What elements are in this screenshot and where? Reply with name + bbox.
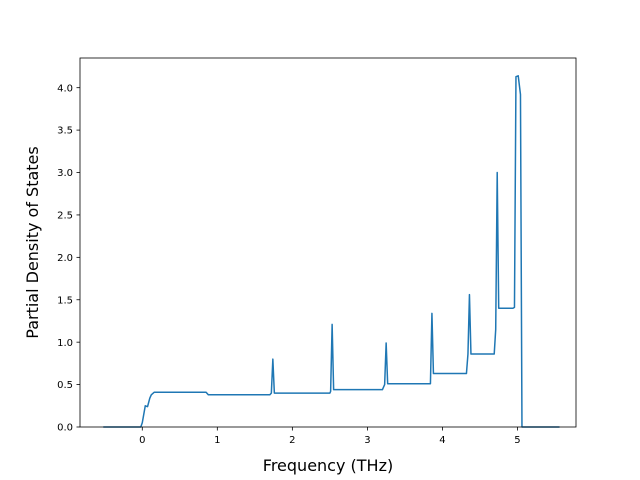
x-tick-label: 1 <box>214 435 220 446</box>
series-line <box>103 75 560 428</box>
x-tick-label: 4 <box>439 435 445 446</box>
plot-area <box>103 75 560 428</box>
x-tick-label: 3 <box>364 435 370 446</box>
y-axis-label: Partial Density of States <box>23 146 42 338</box>
y-tick-label: 3.0 <box>57 168 73 179</box>
x-tick-label: 2 <box>289 435 295 446</box>
y-tick-label: 2.0 <box>57 253 73 264</box>
y-tick-label: 1.5 <box>57 295 73 306</box>
axes-frame <box>79 57 577 428</box>
x-axis-label: Frequency (THz) <box>263 456 393 475</box>
y-tick-label: 1.0 <box>57 338 73 349</box>
y-tick-label: 0.0 <box>57 423 73 434</box>
tick-marks: 0 1 2 3 4 5 0.0 0.5 1.0 1.5 2.0 2.5 3.0 3.5 4.0 <box>57 83 521 446</box>
y-tick-label: 4.0 <box>57 83 73 94</box>
x-tick-label: 0 <box>139 435 145 446</box>
x-tick-label: 5 <box>514 435 520 446</box>
y-tick-label: 0.5 <box>57 380 73 391</box>
y-tick-label: 2.5 <box>57 211 73 222</box>
y-tick-label: 3.5 <box>57 126 73 137</box>
